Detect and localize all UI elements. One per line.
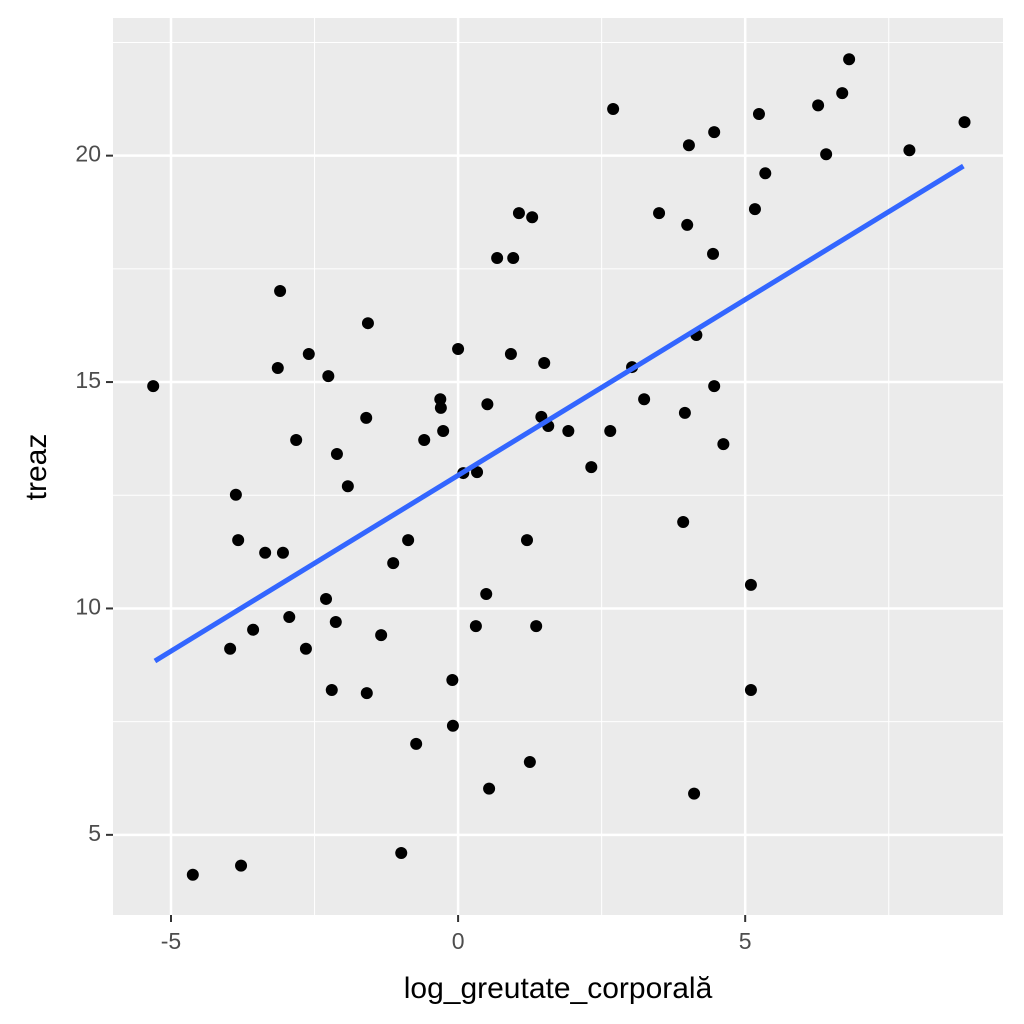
point [283,611,296,624]
point [375,629,388,642]
point [299,642,312,655]
point [434,401,447,414]
point [744,683,757,696]
y-tick-label: 10 [75,594,101,620]
x-tick-label: 0 [452,928,465,954]
x-tick-label: -5 [161,928,181,954]
y-tick-label: 20 [75,141,101,167]
point [247,623,260,636]
point [232,534,245,547]
point [708,380,721,393]
point [322,370,335,383]
point [958,116,971,129]
point [361,317,374,330]
point [504,347,517,360]
point [360,411,373,424]
point [276,546,289,559]
point [329,616,342,629]
point [562,424,575,437]
y-tick-label: 15 [75,367,101,393]
point [271,362,284,375]
point [325,683,338,696]
point [446,719,459,732]
point [274,285,287,298]
point [224,642,237,655]
x-tick-label: 5 [739,928,752,954]
point [585,461,598,474]
point [717,438,730,451]
point [452,342,465,355]
point [259,546,272,559]
point [437,424,450,437]
point [395,846,408,859]
point [235,859,248,872]
point [480,587,493,600]
point [530,620,543,633]
point [903,144,916,157]
point [843,53,856,66]
point [812,99,825,112]
y-tick-label: 5 [88,820,101,846]
point [512,207,525,220]
fit-line [153,163,965,664]
point [638,393,651,406]
point [507,251,520,264]
point [681,218,694,231]
point [360,687,373,700]
x-axis-title: log_greutate_corporală [404,972,713,1005]
point [708,126,721,139]
point [469,620,482,633]
point [229,488,242,501]
point [330,448,343,461]
point [677,515,690,528]
point [678,406,691,419]
point [410,737,423,750]
point [147,380,160,393]
point [402,534,415,547]
point [481,398,494,411]
point [744,578,757,591]
point [434,393,447,406]
point [820,148,833,161]
point [290,434,303,447]
point [688,787,701,800]
point [523,755,536,768]
point [320,592,333,605]
point [491,251,504,264]
point [707,247,720,260]
point [520,534,533,547]
point [526,211,539,224]
panel [113,18,1003,915]
point [418,434,431,447]
point [836,87,849,100]
point [186,868,199,881]
point [752,107,765,120]
y-axis-title: treaz [20,434,53,501]
point [759,167,772,180]
point [341,480,354,493]
point [538,357,551,370]
point [471,466,484,479]
point [682,139,695,152]
point [604,424,617,437]
point [653,207,666,220]
point [748,203,761,216]
point [302,347,315,360]
point [387,557,400,570]
point [607,103,620,116]
point [483,782,496,795]
point [446,673,459,686]
